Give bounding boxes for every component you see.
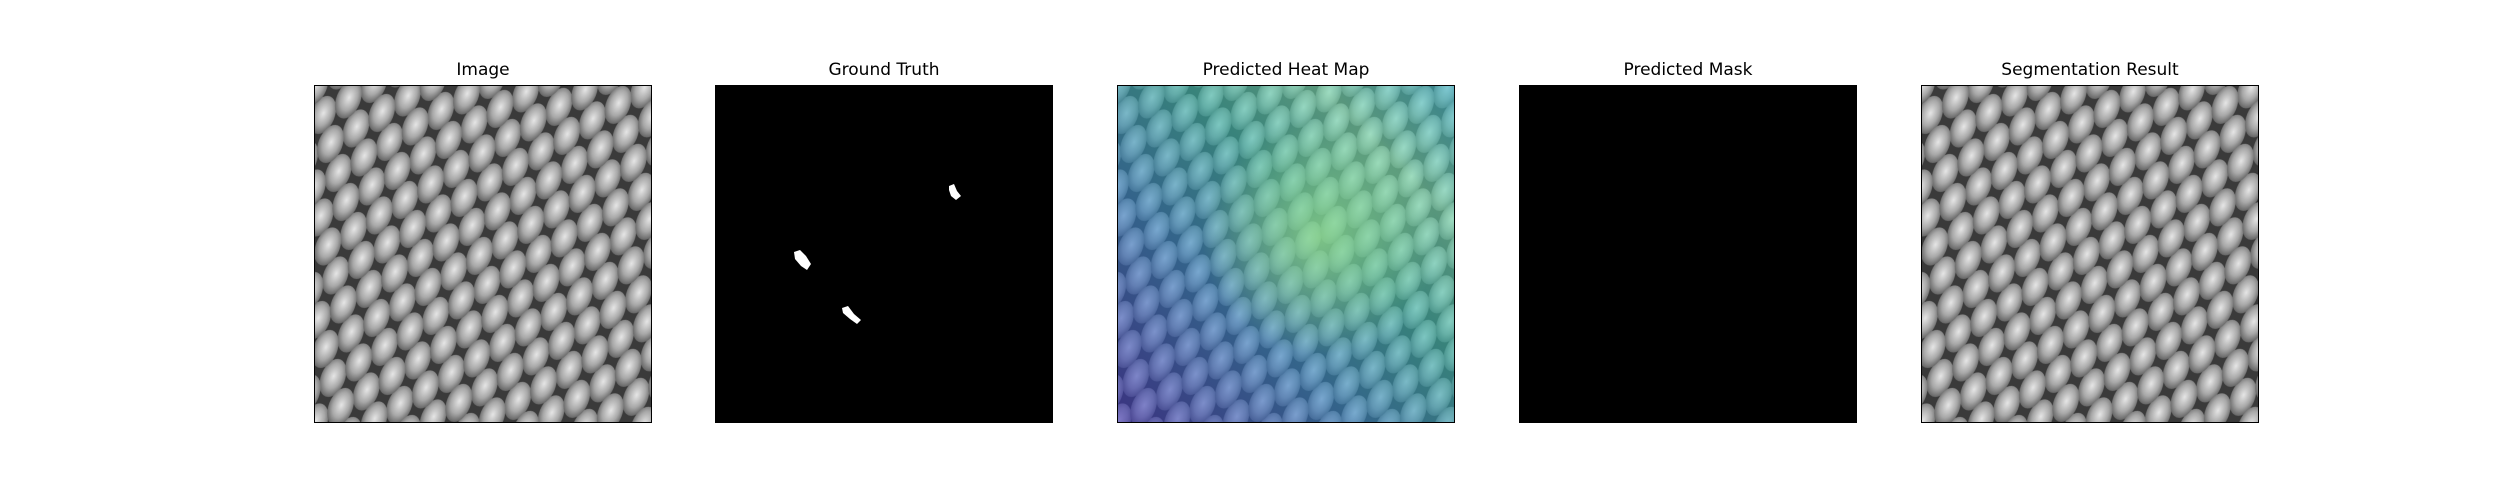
- panel-predicted-mask: Predicted Mask: [1519, 0, 1857, 500]
- heat-map-image: [1118, 86, 1454, 422]
- segmentation-result-frame: [1921, 85, 2259, 423]
- image-frame: [314, 85, 652, 423]
- panel-ground-truth: Ground Truth: [715, 0, 1053, 500]
- panel-segmentation-result: Segmentation Result: [1921, 0, 2259, 500]
- panel-title: Predicted Heat Map: [1202, 60, 1370, 80]
- panel-title: Image: [456, 60, 510, 80]
- defect-blob: [794, 250, 811, 270]
- segmentation-result-image: [1922, 86, 2258, 422]
- panel-title: Ground Truth: [828, 60, 940, 80]
- heat-map-frame: [1117, 85, 1455, 423]
- panel-title: Predicted Mask: [1623, 60, 1753, 80]
- ground-truth-mask: [716, 86, 1052, 422]
- defect-blob: [842, 306, 861, 324]
- defect-blob: [949, 184, 961, 200]
- predicted-mask-image: [1520, 86, 1856, 422]
- panel-heat-map: Predicted Heat Map: [1117, 0, 1455, 500]
- ground-truth-frame: [715, 85, 1053, 423]
- texture-image: [315, 86, 651, 422]
- predicted-mask-frame: [1519, 85, 1857, 423]
- panel-image: Image: [314, 0, 652, 500]
- panel-title: Segmentation Result: [2001, 60, 2179, 80]
